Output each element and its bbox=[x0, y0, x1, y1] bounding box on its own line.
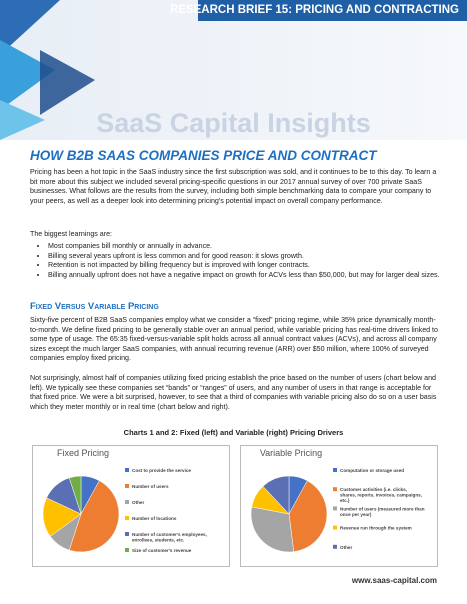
legend-label: Number of locations bbox=[132, 516, 177, 521]
brand: SaaS Capital Insights bbox=[96, 108, 371, 138]
pie-slice bbox=[288, 480, 328, 552]
legend-label: Cost to provide the service bbox=[132, 468, 191, 473]
legend-swatch bbox=[125, 532, 129, 536]
legend-swatch bbox=[125, 516, 129, 520]
pie-slice bbox=[68, 475, 82, 515]
section-heading: Fixed Versus Variable Pricing bbox=[30, 301, 159, 312]
charts-caption: Charts 1 and 2: Fixed (left) and Variabl… bbox=[123, 428, 344, 437]
chart-box: Fixed Pricing Cost to provide the service… bbox=[32, 445, 230, 567]
legend-label: Revenue run through the system bbox=[340, 526, 412, 531]
legend-label: Customer activities (i.e. clicks, shares,… bbox=[340, 487, 422, 503]
chart-title: Variable Pricing bbox=[260, 448, 322, 458]
chart-box: Variable Pricing Computation or storage u… bbox=[240, 445, 438, 567]
legend-label: Number of users (measured more than once … bbox=[340, 506, 425, 517]
banner: RESEARCH BRIEF 15: PRICING AND CONTRACTI… bbox=[169, 4, 459, 16]
pie-slice bbox=[68, 480, 120, 553]
legend-label: Size of customer's revenue bbox=[132, 548, 192, 553]
chart: Variable Pricing Computation or storage u… bbox=[250, 448, 425, 553]
chart-title: Fixed Pricing bbox=[57, 448, 109, 458]
legend-swatch bbox=[125, 548, 129, 552]
learning: Retention is not impacted by billing fre… bbox=[48, 261, 448, 271]
paragraph: Sixty-five percent of B2B SaaS companies… bbox=[30, 316, 438, 363]
legend-label: Other bbox=[132, 500, 144, 505]
title: HOW B2B SAAS COMPANIES PRICE AND CONTRAC… bbox=[30, 148, 377, 163]
paragraph: Not surprisingly, almost half of compani… bbox=[30, 374, 437, 411]
header-art bbox=[0, 0, 467, 140]
legend-swatch bbox=[333, 487, 337, 492]
legend-swatch bbox=[333, 506, 337, 511]
learning: Most companies bill monthly or annually … bbox=[48, 242, 448, 252]
legend-swatch bbox=[125, 484, 129, 488]
intro: Pricing has been a hot topic in the SaaS… bbox=[30, 168, 437, 205]
legend-swatch bbox=[125, 468, 129, 472]
chart: Fixed Pricing Cost to provide the service… bbox=[42, 448, 207, 553]
legend-label: Computation or storage used bbox=[340, 468, 404, 473]
legend-label: Number of customer's employees, enrollees… bbox=[132, 532, 207, 543]
learning: Billing annually upfront does not have a… bbox=[48, 271, 448, 281]
legend-swatch bbox=[333, 525, 337, 530]
footer: www.saas-capital.com bbox=[351, 576, 437, 585]
legend-label: Number of users bbox=[132, 484, 169, 489]
legend-label: Other bbox=[340, 545, 352, 550]
learnings: Most companies bill monthly or annually … bbox=[30, 242, 448, 280]
pie-slice bbox=[250, 506, 295, 553]
legend-swatch bbox=[333, 544, 337, 549]
pie-slice bbox=[262, 475, 290, 515]
legend-swatch bbox=[125, 500, 129, 504]
learning: Billing several years upfront is less co… bbox=[48, 252, 448, 262]
learnings-lead: The biggest learnings are: bbox=[30, 230, 113, 238]
legend-swatch bbox=[333, 468, 337, 472]
